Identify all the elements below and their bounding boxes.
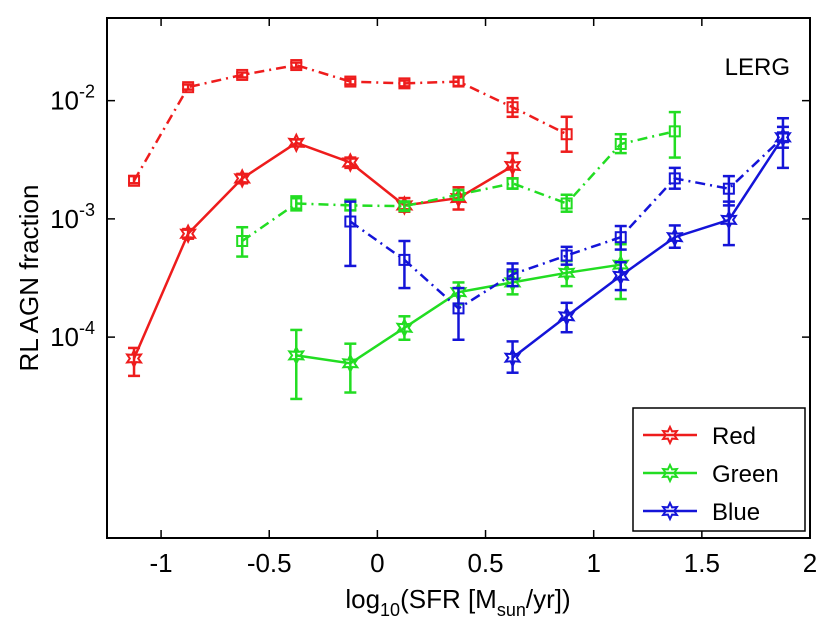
data-point <box>395 195 414 216</box>
data-point <box>452 302 465 315</box>
legend-marker <box>661 500 679 522</box>
data-point <box>128 174 141 187</box>
data-point <box>506 268 519 281</box>
data-point <box>344 215 357 228</box>
series-layer <box>125 59 792 401</box>
data-point <box>506 177 519 190</box>
data-point <box>398 253 411 266</box>
x-tick-label: 0 <box>370 548 384 578</box>
legend-label: Red <box>712 423 756 450</box>
data-point <box>398 77 411 90</box>
x-axis-title-sub2: sun <box>497 600 526 620</box>
data-point <box>611 265 630 287</box>
legend-entry-blue: Blue <box>643 499 760 526</box>
data-point <box>668 172 681 185</box>
legend-entry-green: Green <box>643 461 779 488</box>
data-point <box>668 125 681 138</box>
series-line <box>511 136 785 359</box>
data-point <box>557 305 576 327</box>
series-unlabeled-5 <box>344 125 789 342</box>
x-tick-label: 1.5 <box>684 548 720 578</box>
data-point <box>614 137 627 150</box>
y-axis-title: RL AGN fraction <box>14 185 44 372</box>
data-point <box>341 152 360 173</box>
legend-label: Blue <box>712 499 760 526</box>
data-point <box>236 235 249 248</box>
data-point <box>452 75 465 88</box>
y-tick-label: 10-4 <box>50 318 95 352</box>
data-point <box>287 132 306 154</box>
legend-label: Green <box>712 461 779 488</box>
x-axis-title-end: /yr]) <box>526 584 571 614</box>
data-point <box>452 188 465 201</box>
data-point <box>395 317 414 339</box>
data-point <box>398 200 411 213</box>
x-axis-title-sub1: 10 <box>380 600 400 620</box>
legend-marker <box>661 424 679 446</box>
data-point <box>236 68 249 81</box>
data-point <box>287 345 306 366</box>
data-point <box>614 231 627 244</box>
data-point <box>182 81 195 94</box>
series-unlabeled-3 <box>236 110 681 258</box>
data-point <box>290 197 303 210</box>
data-point <box>503 347 522 369</box>
x-tick-label: -1 <box>150 548 173 578</box>
data-point <box>560 197 573 210</box>
data-point <box>776 131 789 144</box>
x-tick-label: -0.5 <box>247 548 292 578</box>
data-point <box>503 272 522 293</box>
x-axis-title: log10(SFR [Msun/yr]) <box>345 584 570 620</box>
series-line <box>132 141 514 359</box>
legend-marker <box>661 462 679 484</box>
annotation-label: LERG <box>725 54 790 81</box>
data-point <box>665 226 684 248</box>
data-point <box>506 101 519 114</box>
series-unlabeled-1 <box>128 59 573 187</box>
data-point <box>179 223 197 245</box>
data-point <box>722 182 735 195</box>
data-point <box>290 59 303 72</box>
series-line <box>349 136 784 310</box>
data-point <box>341 352 360 374</box>
legend-entry-red: Red <box>643 423 756 450</box>
y-tick-label: 10-2 <box>50 82 95 116</box>
series-line <box>132 63 568 182</box>
x-axis-title-mid: (SFR [M <box>400 584 497 614</box>
data-point <box>560 249 573 262</box>
x-tick-label: 0.5 <box>467 548 503 578</box>
legend: Red Green Blue <box>632 407 806 532</box>
data-point <box>503 155 522 177</box>
x-axis-title-main: log <box>345 584 380 614</box>
data-point <box>125 348 144 369</box>
axis-ticks: -1 -0.5 0 0.5 1 1.5 2 10-4 10-3 10-2 <box>50 18 817 578</box>
data-point <box>560 128 573 141</box>
y-tick-label: 10-3 <box>50 200 95 234</box>
data-point <box>557 262 576 284</box>
x-tick-label: 1 <box>586 548 600 578</box>
data-point <box>233 168 252 189</box>
data-point <box>720 209 738 231</box>
data-point <box>344 75 357 88</box>
x-tick-label: 2 <box>803 548 817 578</box>
